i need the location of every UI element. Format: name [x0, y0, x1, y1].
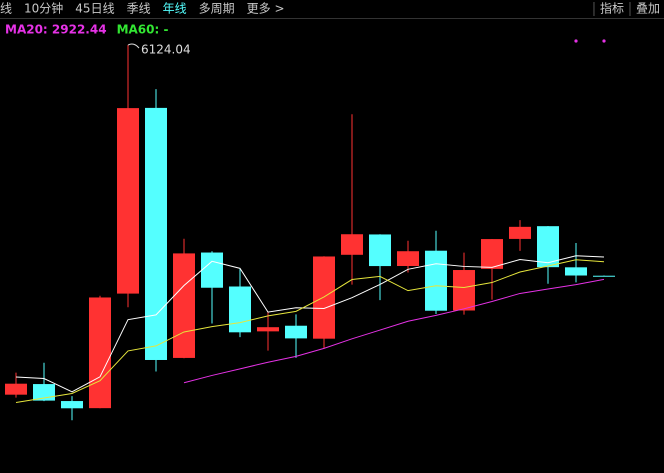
marker-dot [574, 39, 578, 43]
candle-body [117, 108, 139, 294]
toolbar-item[interactable]: 年线 [163, 2, 187, 16]
legend-entry: MA20: 2922.44 [5, 23, 107, 37]
ma-line [15, 255, 605, 393]
candle-body [509, 226, 531, 239]
candle-body [565, 267, 587, 276]
candle-body [5, 383, 27, 395]
ma-line [183, 278, 605, 384]
candle-body [257, 327, 279, 332]
candle-body [481, 239, 503, 269]
ma-line [15, 259, 605, 404]
candle-body [537, 226, 559, 268]
toolbar-item[interactable]: 10分钟 [24, 1, 63, 16]
candle-body [61, 401, 83, 409]
candle-body [453, 270, 475, 311]
candle-body [313, 256, 335, 339]
high-annotation: 6124.04 [141, 43, 191, 57]
toolbar-item[interactable]: 季线 [127, 2, 151, 16]
toolbar-item[interactable]: 多周期 [199, 2, 235, 16]
annotation-leader [127, 43, 140, 49]
marker-dot [602, 39, 606, 43]
toolbar-item[interactable]: 线 [0, 2, 12, 16]
candle-body [425, 250, 447, 311]
candle-body [369, 234, 391, 267]
toolbar-item[interactable]: 更多 > [247, 2, 285, 16]
candle-body [593, 275, 615, 277]
candle-body [173, 253, 195, 358]
candle-body [33, 384, 55, 401]
candle-body [201, 252, 223, 288]
toolbar-item[interactable]: 叠加 [636, 2, 660, 16]
candle-body [397, 251, 419, 266]
toolbar-item[interactable]: 指标 [600, 1, 624, 16]
candle-body [145, 107, 167, 360]
candle-body [285, 325, 307, 339]
legend-entry: MA60: - [117, 23, 169, 37]
candle-body [89, 297, 111, 409]
toolbar-item[interactable]: 45日线 [75, 2, 114, 16]
candle-body [229, 286, 251, 333]
candle-body [341, 234, 363, 255]
